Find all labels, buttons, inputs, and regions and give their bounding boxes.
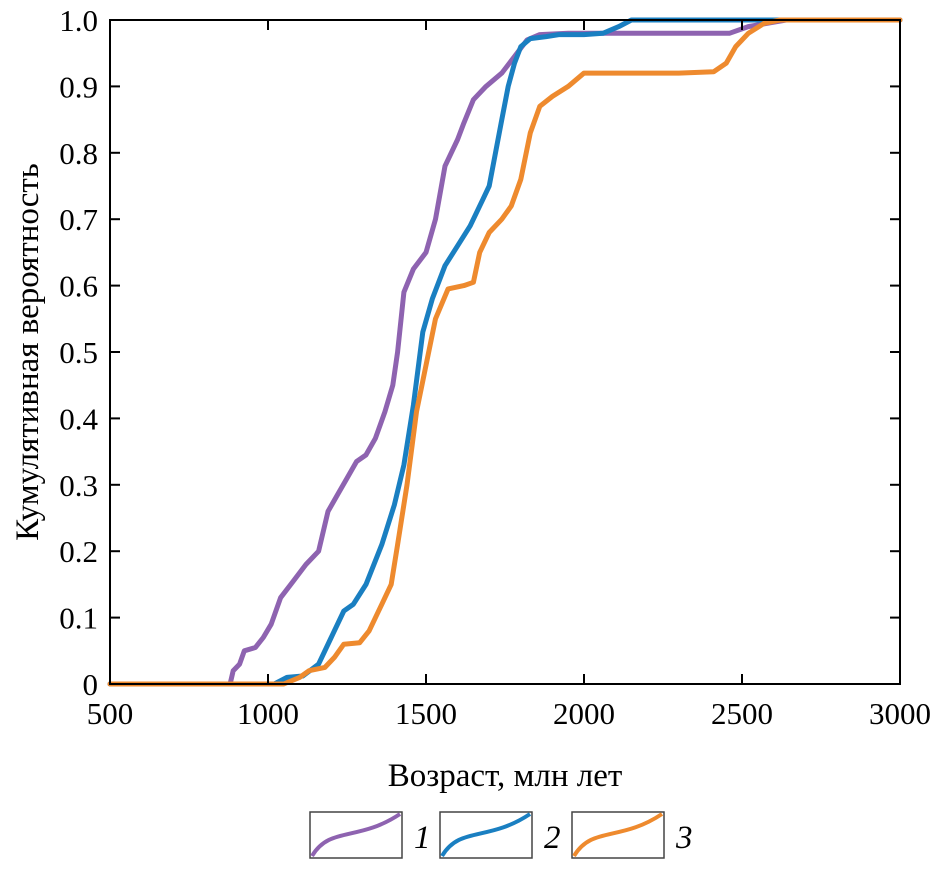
x-tick-label: 500 <box>87 696 134 731</box>
x-axis-label: Возраст, млн лет <box>388 758 623 794</box>
legend-swatch-line <box>572 812 664 858</box>
axis-tick-labels: 500 1000 1500 2000 2500 3000 0 0.1 0.2 0.3 0.4 0.5 0… <box>59 3 931 731</box>
y-tick-label: 0.6 <box>59 269 98 304</box>
legend: 1 2 3 <box>309 811 693 859</box>
series-line-3 <box>107 17 903 687</box>
y-tick-label: 0.5 <box>59 335 98 370</box>
y-tick-label: 0.8 <box>59 136 98 171</box>
legend-item-3: 3 <box>571 811 693 859</box>
y-tick-label: 0.4 <box>59 401 98 436</box>
y-tick-label: 0 <box>83 667 99 702</box>
y-tick-label: 0.7 <box>59 202 98 237</box>
plot-lines <box>107 17 903 687</box>
legend-item-1: 1 <box>309 811 431 859</box>
y-tick-label: 0.9 <box>59 69 98 104</box>
x-tick-label: 3000 <box>869 696 931 731</box>
legend-label: 2 <box>544 820 561 856</box>
plot-frame <box>109 19 901 685</box>
legend-item-2: 2 <box>439 811 561 859</box>
y-tick-label: 0.1 <box>59 601 98 636</box>
series-line-2 <box>107 17 903 687</box>
y-tick-label: 0.2 <box>59 534 98 569</box>
legend-swatch-line <box>310 812 402 858</box>
legend-label: 3 <box>675 820 693 856</box>
axis-ticks <box>109 19 901 685</box>
x-tick-label: 2500 <box>711 696 773 731</box>
y-axis-label: Кумулятивная вероятность <box>10 163 46 541</box>
x-tick-label: 1500 <box>395 696 457 731</box>
x-tick-label: 1000 <box>237 696 299 731</box>
x-tick-label: 2000 <box>553 696 615 731</box>
y-tick-label: 1.0 <box>59 3 98 38</box>
series-line-1 <box>107 17 903 687</box>
legend-label: 1 <box>414 820 431 856</box>
y-tick-label: 0.3 <box>59 468 98 503</box>
legend-swatch-line <box>440 812 532 858</box>
